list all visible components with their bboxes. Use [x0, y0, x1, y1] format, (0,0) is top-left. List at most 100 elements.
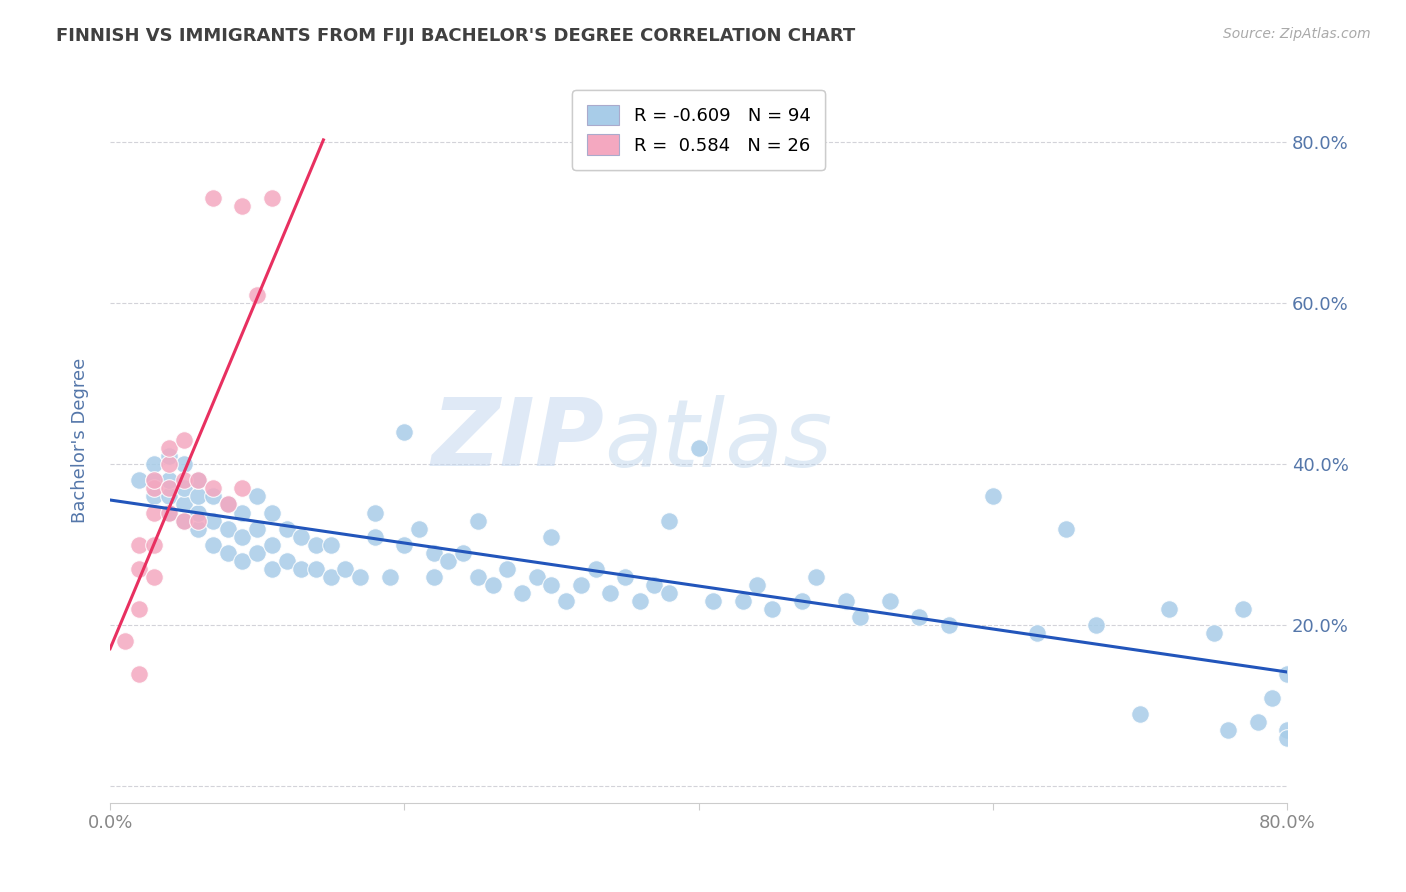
Point: [658, 514, 681, 528]
Point: [231, 530, 253, 544]
Point: [394, 425, 416, 439]
Point: [394, 538, 416, 552]
Point: [260, 538, 283, 552]
Point: [143, 570, 166, 584]
Point: [290, 530, 312, 544]
Point: [1202, 626, 1225, 640]
Point: [276, 554, 298, 568]
Point: [128, 473, 150, 487]
Point: [467, 514, 489, 528]
Point: [437, 554, 460, 568]
Point: [157, 506, 180, 520]
Point: [319, 538, 342, 552]
Point: [849, 610, 872, 624]
Point: [231, 481, 253, 495]
Point: [128, 602, 150, 616]
Point: [481, 578, 503, 592]
Point: [1275, 666, 1298, 681]
Point: [173, 498, 195, 512]
Point: [157, 441, 180, 455]
Point: [143, 490, 166, 504]
Point: [1129, 706, 1152, 721]
Point: [143, 538, 166, 552]
Point: [451, 546, 474, 560]
Point: [290, 562, 312, 576]
Point: [1275, 731, 1298, 746]
Point: [879, 594, 901, 608]
Point: [128, 562, 150, 576]
Point: [423, 546, 446, 560]
Point: [614, 570, 637, 584]
Point: [1026, 626, 1049, 640]
Point: [173, 457, 195, 471]
Point: [246, 546, 269, 560]
Point: [260, 562, 283, 576]
Legend: R = -0.609   N = 94, R =  0.584   N = 26: R = -0.609 N = 94, R = 0.584 N = 26: [572, 90, 825, 169]
Point: [1261, 690, 1284, 705]
Point: [688, 441, 710, 455]
Point: [187, 506, 209, 520]
Point: [834, 594, 856, 608]
Point: [143, 506, 166, 520]
Point: [157, 473, 180, 487]
Point: [157, 506, 180, 520]
Point: [114, 634, 136, 648]
Point: [217, 498, 239, 512]
Point: [202, 514, 225, 528]
Point: [128, 538, 150, 552]
Point: [260, 506, 283, 520]
Point: [1246, 714, 1268, 729]
Point: [1054, 522, 1077, 536]
Point: [540, 578, 562, 592]
Point: [246, 522, 269, 536]
Point: [319, 570, 342, 584]
Point: [217, 546, 239, 560]
Point: [305, 538, 328, 552]
Point: [305, 562, 328, 576]
Point: [202, 481, 225, 495]
Point: [540, 530, 562, 544]
Point: [981, 490, 1004, 504]
Point: [364, 530, 387, 544]
Point: [467, 570, 489, 584]
Point: [202, 538, 225, 552]
Point: [496, 562, 519, 576]
Point: [1232, 602, 1254, 616]
Y-axis label: Bachelor's Degree: Bachelor's Degree: [72, 358, 89, 523]
Point: [143, 473, 166, 487]
Point: [143, 481, 166, 495]
Point: [1159, 602, 1181, 616]
Point: [938, 618, 960, 632]
Point: [423, 570, 446, 584]
Point: [260, 191, 283, 205]
Point: [585, 562, 607, 576]
Point: [231, 554, 253, 568]
Point: [173, 514, 195, 528]
Point: [246, 288, 269, 302]
Point: [187, 514, 209, 528]
Text: ZIP: ZIP: [432, 394, 605, 486]
Point: [806, 570, 828, 584]
Point: [1084, 618, 1107, 632]
Point: [202, 490, 225, 504]
Point: [173, 473, 195, 487]
Point: [187, 473, 209, 487]
Point: [510, 586, 533, 600]
Text: Source: ZipAtlas.com: Source: ZipAtlas.com: [1223, 27, 1371, 41]
Point: [702, 594, 724, 608]
Point: [246, 490, 269, 504]
Point: [335, 562, 357, 576]
Point: [143, 473, 166, 487]
Point: [761, 602, 783, 616]
Point: [217, 522, 239, 536]
Point: [658, 586, 681, 600]
Point: [908, 610, 931, 624]
Point: [276, 522, 298, 536]
Point: [187, 490, 209, 504]
Point: [173, 481, 195, 495]
Point: [157, 457, 180, 471]
Point: [628, 594, 651, 608]
Point: [349, 570, 371, 584]
Point: [364, 506, 387, 520]
Point: [555, 594, 578, 608]
